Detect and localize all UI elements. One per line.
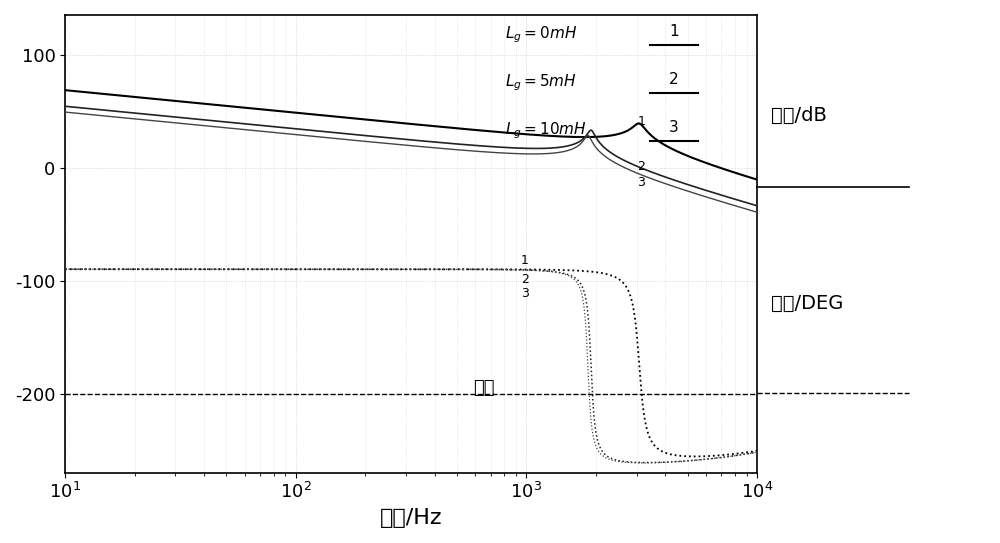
- Text: $L_g = 0mH$: $L_g = 0mH$: [505, 24, 577, 45]
- Text: 1: 1: [669, 24, 679, 39]
- Text: 2: 2: [669, 72, 679, 87]
- Text: 相位/DEG: 相位/DEG: [771, 294, 843, 313]
- Text: 3: 3: [637, 176, 645, 189]
- Text: 1: 1: [637, 115, 645, 128]
- Text: $L_g = 5mH$: $L_g = 5mH$: [505, 72, 576, 93]
- Text: 3: 3: [521, 287, 529, 300]
- Text: 频率: 频率: [473, 378, 495, 396]
- Text: 2: 2: [521, 273, 529, 286]
- Text: $L_g = 10mH$: $L_g = 10mH$: [505, 120, 586, 141]
- Text: 2: 2: [637, 160, 645, 173]
- X-axis label: 频率/Hz: 频率/Hz: [380, 508, 442, 528]
- Text: 幅值/dB: 幅值/dB: [771, 106, 827, 125]
- Text: 1: 1: [521, 254, 529, 267]
- Text: 3: 3: [669, 120, 679, 135]
